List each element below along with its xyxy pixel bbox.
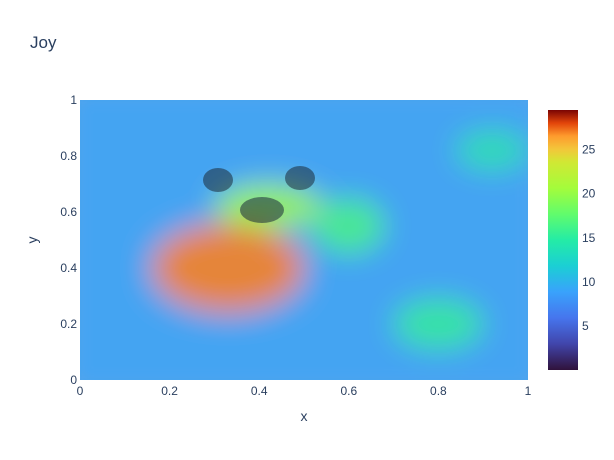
y-axis-ticks: 0 0.2 0.4 0.6 0.8 1	[60, 93, 77, 387]
heat-layer	[80, 100, 528, 380]
y-tick-label: 0.6	[60, 205, 77, 219]
x-tick-label: 0.4	[251, 384, 268, 398]
colorbar-tick-label: 5	[582, 319, 589, 333]
x-axis-title: x	[301, 408, 308, 424]
heat-hotspot-2	[312, 198, 385, 254]
seal-image-sketch	[203, 166, 315, 223]
plot-area[interactable]	[60, 80, 548, 400]
y-tick-label: 0.4	[60, 261, 77, 275]
y-tick-label: 0.2	[60, 317, 77, 331]
y-tick-label: 1	[70, 93, 77, 107]
colorbar-gradient	[548, 110, 578, 370]
colorbar: 5 10 15 20 25	[548, 110, 596, 370]
colorbar-tick-label: 20	[582, 187, 596, 201]
x-tick-label: 0.6	[340, 384, 357, 398]
chart-title: Joy	[30, 33, 57, 52]
y-tick-label: 0	[70, 373, 77, 387]
heat-hotspot-3	[393, 298, 484, 350]
x-tick-label: 0	[77, 384, 84, 398]
heat-base	[80, 100, 528, 380]
colorbar-tick-label: 15	[582, 231, 596, 245]
y-axis-title: y	[24, 237, 40, 244]
heat-hotspot-4	[456, 130, 528, 170]
x-tick-label: 0.8	[430, 384, 447, 398]
colorbar-ticks: 5 10 15 20 25	[582, 143, 596, 333]
heat-hotspot-0	[151, 223, 304, 313]
colorbar-tick-label: 10	[582, 275, 596, 289]
y-tick-label: 0.8	[60, 149, 77, 163]
colorbar-tick-label: 25	[582, 143, 596, 157]
x-axis-ticks: 0 0.2 0.4 0.6 0.8 1	[77, 384, 532, 398]
x-tick-label: 0.2	[161, 384, 178, 398]
x-tick-label: 1	[525, 384, 532, 398]
